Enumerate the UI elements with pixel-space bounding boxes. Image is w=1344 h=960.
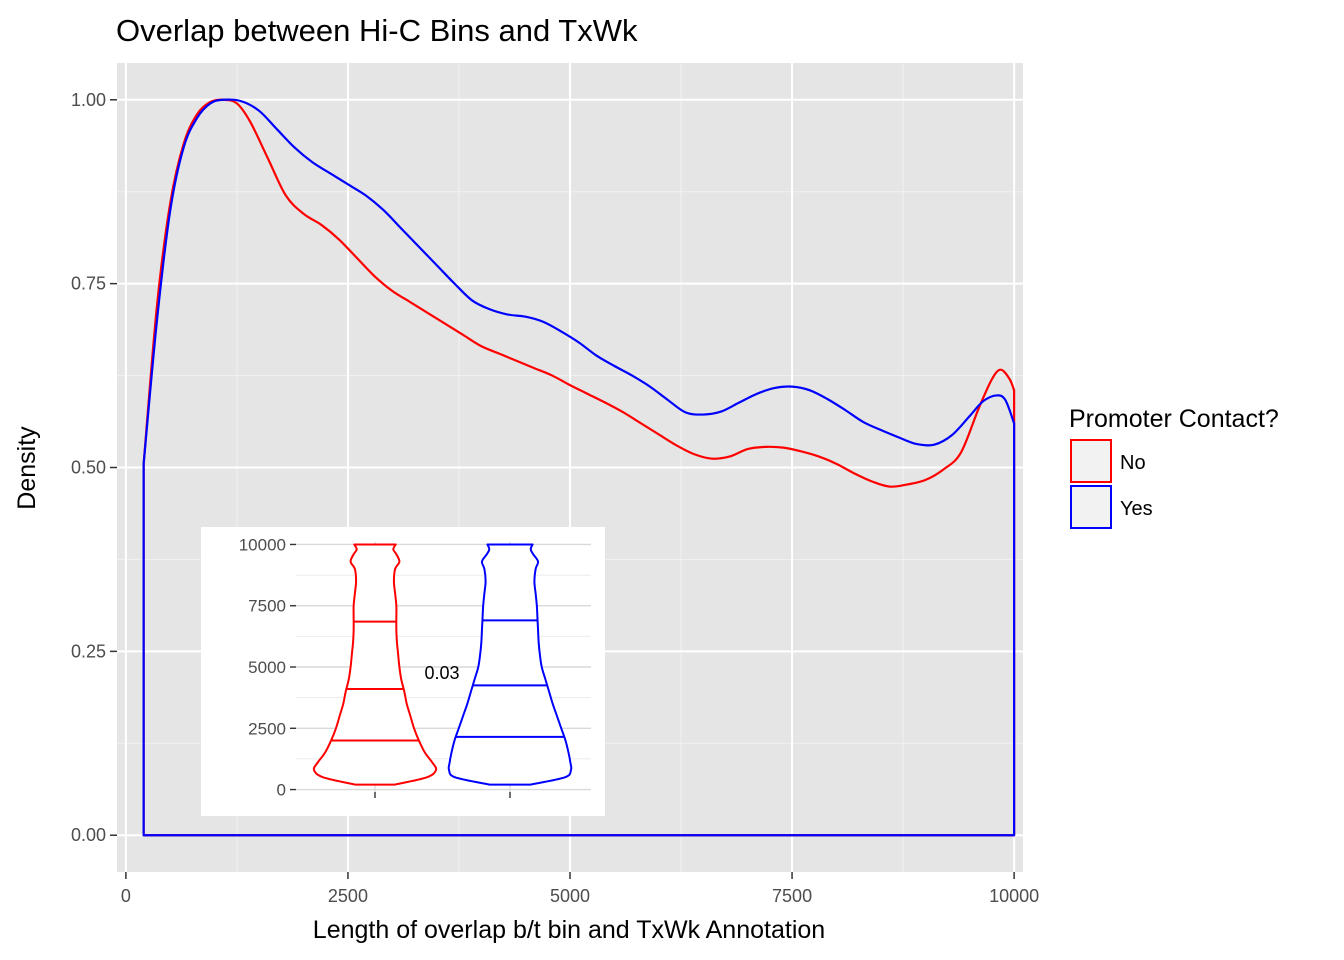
inset-y-tick-label: 2500: [248, 719, 286, 738]
density-series: [142, 98, 1016, 837]
legend-title: Promoter Contact?: [1069, 405, 1279, 433]
legend-key-no: [1070, 439, 1112, 483]
x-tick-label: 7500: [772, 886, 812, 906]
inset-y-axis: 0 2500 5000 7500 10000: [239, 535, 296, 800]
inset-y-tick-label: 5000: [248, 658, 286, 677]
inset-y-tick-label: 0: [277, 781, 286, 800]
x-tick-label: 10000: [989, 886, 1039, 906]
legend-label-yes: Yes: [1120, 498, 1153, 520]
p-value-annotation: 0.03: [424, 663, 459, 683]
density-line-yes: [142, 98, 1016, 837]
density-line-no: [142, 98, 1016, 837]
y-tick-label: 1.00: [71, 90, 106, 110]
inset-y-tick-label: 10000: [239, 535, 286, 554]
y-tick-label: 0.25: [71, 641, 106, 661]
legend-label-no: No: [1120, 452, 1146, 474]
y-axis: 0.00 0.25 0.50 0.75 1.00: [71, 90, 117, 845]
inset-y-tick-label: 7500: [248, 597, 286, 616]
inset-x-axis: [374, 792, 511, 798]
x-tick-label: 2500: [328, 886, 368, 906]
y-tick-label: 0.75: [71, 274, 106, 294]
y-tick-label: 0.50: [71, 458, 106, 478]
x-tick-label: 0: [121, 886, 131, 906]
inset-violins: [312, 543, 573, 786]
chart-title: Overlap between Hi-C Bins and TxWk: [116, 13, 638, 48]
x-axis-title: Length of overlap b/t bin and TxWk Annot…: [313, 916, 825, 944]
violin-no: [312, 543, 438, 786]
legend-key-yes: [1070, 485, 1112, 529]
y-axis-title: Density: [13, 426, 41, 510]
y-tick-label: 0.00: [71, 825, 106, 845]
violin-yes: [447, 543, 573, 786]
x-tick-label: 5000: [550, 886, 590, 906]
legend: Promoter Contact? No Yes: [1069, 405, 1279, 529]
inset-violin-plot: 0 2500 5000 7500 10000 0.03: [201, 527, 605, 816]
x-axis: 0 2500 5000 7500 10000: [121, 872, 1039, 906]
